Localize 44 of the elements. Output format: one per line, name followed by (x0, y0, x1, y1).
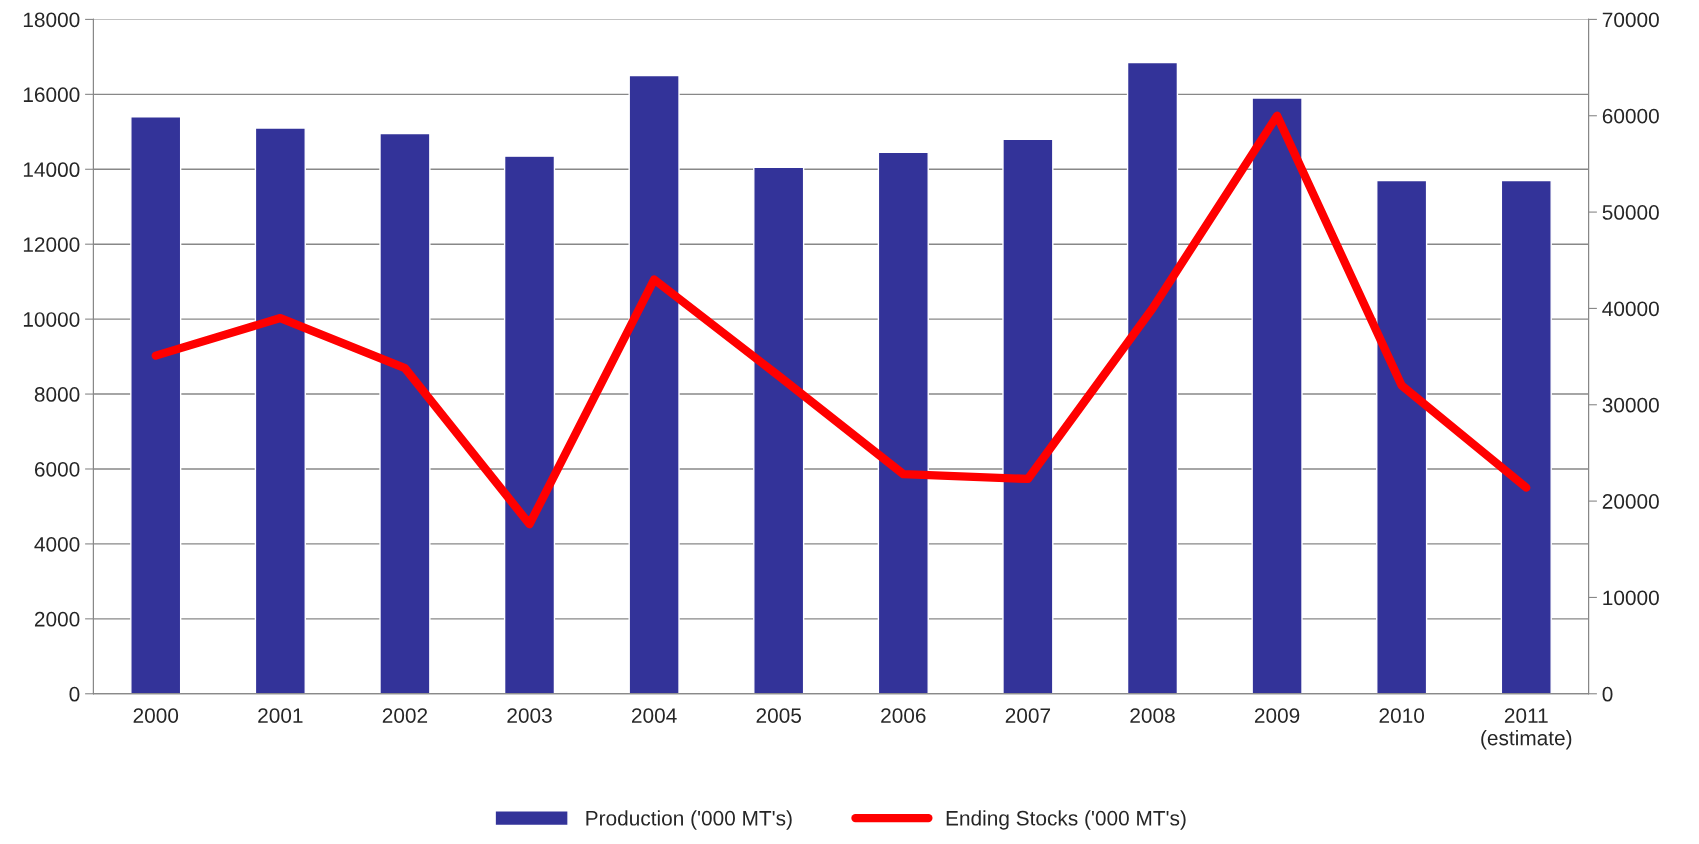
x-tick-label: 2008 (1130, 708, 1175, 723)
bar (877, 151, 929, 694)
y2-tick-label: 0 (1602, 686, 1613, 702)
y2-tick-label: 40000 (1602, 301, 1659, 317)
bar (503, 155, 556, 694)
bar (1126, 61, 1179, 694)
bar (130, 116, 182, 694)
y-tick-label: 18000 (23, 12, 80, 28)
y-tick-label: 4000 (34, 536, 80, 552)
bar (379, 132, 431, 694)
y-tick-label: 2000 (34, 611, 80, 627)
x-tick-label: 2003 (507, 708, 552, 723)
y2-tick-label: 10000 (1603, 590, 1659, 606)
y-tick-label: 14000 (23, 162, 80, 178)
bar (254, 127, 306, 694)
x-tick-label: 2005 (756, 708, 802, 723)
bar (1251, 97, 1303, 694)
legend-label: Production ('000 MT's) (586, 810, 792, 830)
y-tick-label: 0 (69, 686, 80, 702)
x-tick-label: 2006 (881, 708, 926, 723)
y-tick-label: 12000 (23, 237, 80, 252)
bar (1002, 138, 1054, 694)
y-tick-label: 16000 (23, 87, 80, 103)
x-tick-label: 2011 (estimate) (1481, 708, 1572, 750)
x-tick-label: 2002 (382, 708, 428, 723)
y-tick-label: 8000 (34, 387, 80, 402)
y-tick-label: 10000 (23, 312, 80, 327)
x-tick-label: 2001 (258, 708, 303, 723)
y2-tick-label: 70000 (1602, 12, 1659, 28)
x-tick-label: 2000 (133, 708, 179, 723)
y2-tick-label: 50000 (1602, 205, 1659, 220)
bar (628, 74, 680, 694)
x-tick-label: 2009 (1254, 708, 1300, 723)
x-tick-label: 2010 (1379, 708, 1425, 723)
y2-tick-label: 30000 (1602, 397, 1659, 413)
bar (1500, 179, 1552, 694)
y2-tick-label: 60000 (1602, 108, 1659, 124)
y2-tick-label: 20000 (1602, 494, 1659, 509)
bar (1376, 179, 1428, 694)
bar (753, 166, 805, 694)
y-tick-label: 6000 (34, 461, 80, 477)
x-tick-label: 2007 (1005, 708, 1051, 723)
x-tick-label: 2004 (631, 708, 677, 723)
legend-label: Ending Stocks ('000 MT's) (946, 810, 1186, 830)
